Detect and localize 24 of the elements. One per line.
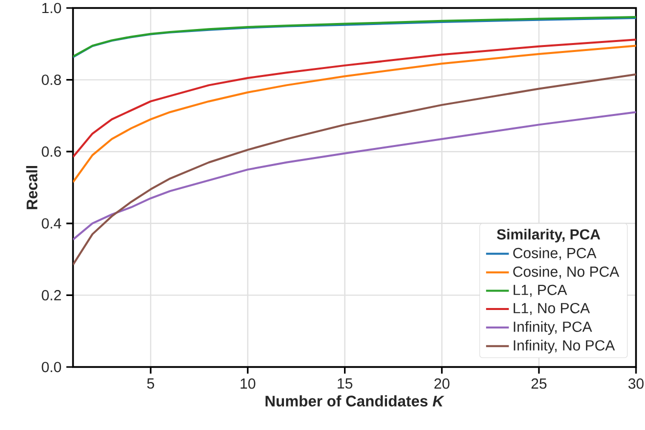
legend-label: Cosine, No PCA bbox=[513, 266, 620, 279]
x-tick-label: 25 bbox=[532, 378, 546, 389]
legend-label: Infinity, PCA bbox=[514, 321, 592, 335]
x-tick-label: 30 bbox=[628, 378, 644, 389]
legend-label: L1, PCA bbox=[514, 284, 568, 297]
x-axis-title: Number of Candidates K bbox=[266, 395, 444, 407]
legend-label: L1, No PCA bbox=[514, 302, 590, 316]
legend-label: Cosine, PCA bbox=[513, 247, 596, 260]
line-series bbox=[73, 73, 636, 266]
x-tick-label: 20 bbox=[434, 378, 450, 389]
legend-title: Similarity, PCA bbox=[496, 228, 600, 242]
y-axis-title: Recall bbox=[26, 166, 38, 210]
y-tick-label: 0.8 bbox=[42, 74, 61, 85]
legend-label: Infinity, No PCA bbox=[514, 340, 615, 354]
x-tick-label: 10 bbox=[240, 378, 256, 389]
y-tick-label: 0.0 bbox=[42, 362, 62, 372]
y-tick-label: 0.6 bbox=[42, 146, 61, 157]
line-series bbox=[73, 38, 636, 158]
line-series bbox=[73, 44, 636, 184]
x-tick-label: 15 bbox=[338, 378, 352, 389]
y-tick-label: 1.0 bbox=[42, 2, 62, 14]
x-tick-label: 5 bbox=[147, 378, 154, 389]
y-tick-label: 0.4 bbox=[42, 218, 62, 229]
y-tick-label: 0.2 bbox=[42, 290, 61, 300]
